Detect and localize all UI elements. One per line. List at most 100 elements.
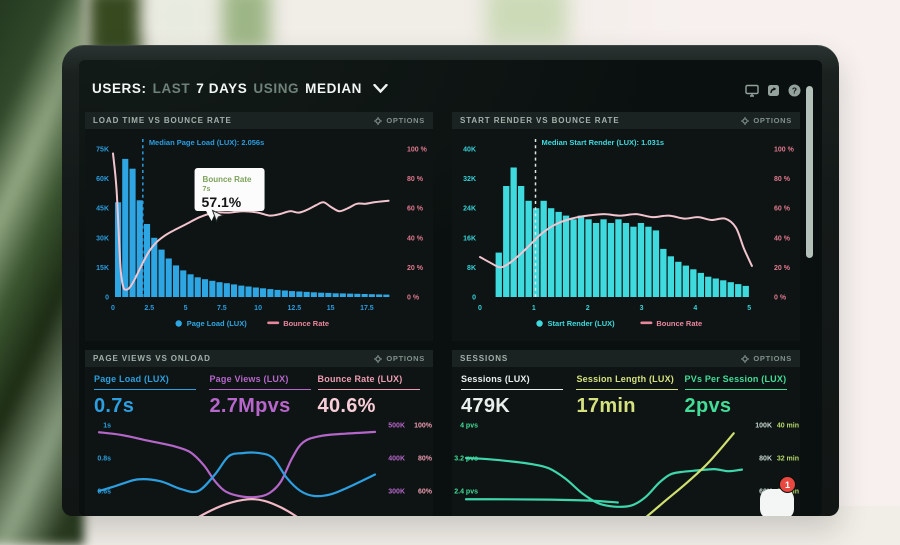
chat-launcher-button[interactable] xyxy=(760,489,794,516)
svg-text:400K: 400K xyxy=(388,456,405,463)
chat-notification-badge: 1 xyxy=(779,476,796,493)
metric-page-views: Page Views (LUX) 2.7Mpvs xyxy=(209,374,317,418)
svg-text:Bounce Rate: Bounce Rate xyxy=(203,175,252,184)
svg-text:12.5: 12.5 xyxy=(288,305,302,312)
svg-text:60K: 60K xyxy=(96,176,109,183)
gear-icon xyxy=(374,354,383,363)
svg-text:100K: 100K xyxy=(755,423,772,430)
panel-load-time-vs-bounce-rate: LOAD TIME VS BOUNCE RATE OPTIONS 75K 10 0 … xyxy=(85,112,433,341)
options-button[interactable]: OPTIONS xyxy=(741,116,792,125)
range-dim: LAST xyxy=(152,81,191,96)
svg-text:0: 0 xyxy=(478,305,482,312)
svg-text:60 %: 60 % xyxy=(407,206,424,213)
panel-title: SESSIONS xyxy=(460,354,509,363)
panel-header: START RENDER VS BOUNCE RATE OPTIONS xyxy=(452,112,800,129)
share-icon[interactable] xyxy=(767,84,780,97)
svg-text:2.4 pvs: 2.4 pvs xyxy=(454,489,478,496)
page-views-onload-chart[interactable]: 1s 500K 100% 0.8s 400K 80% 0.6s 300K 60% xyxy=(85,420,433,516)
svg-text:0: 0 xyxy=(111,305,115,312)
range-strong: 7 DAYS xyxy=(196,81,248,96)
svg-text:1s: 1s xyxy=(103,423,111,430)
svg-text:16K: 16K xyxy=(463,235,476,242)
svg-text:80K: 80K xyxy=(759,456,772,463)
plant-leaf xyxy=(486,0,568,44)
svg-text:32K: 32K xyxy=(463,176,476,183)
svg-text:30K: 30K xyxy=(96,235,109,242)
svg-text:32 min: 32 min xyxy=(777,456,799,463)
svg-text:2: 2 xyxy=(586,305,590,312)
scrollbar-thumb[interactable] xyxy=(806,86,813,258)
panel-start-render-vs-bounce-rate: START RENDER VS BOUNCE RATE OPTIONS 40K 1… xyxy=(452,112,800,341)
laptop-bezel: USERS: LAST 7 DAYS USING MEDIAN ? LO xyxy=(62,45,839,516)
help-icon[interactable]: ? xyxy=(788,84,801,97)
svg-text:80 %: 80 % xyxy=(774,176,791,183)
svg-text:80 %: 80 % xyxy=(407,176,424,183)
metric-sessions: Sessions (LUX) 479K xyxy=(461,374,576,418)
monitor-icon[interactable] xyxy=(745,84,759,97)
svg-text:40 min: 40 min xyxy=(777,423,799,430)
svg-text:45K: 45K xyxy=(96,206,109,213)
svg-text:Bounce Rate: Bounce Rate xyxy=(283,319,329,328)
svg-text:100 %: 100 % xyxy=(774,147,795,154)
panel-header: PAGE VIEWS VS ONLOAD OPTIONS xyxy=(85,350,433,367)
svg-text:57.1%: 57.1% xyxy=(202,194,242,210)
svg-text:5: 5 xyxy=(747,305,751,312)
svg-text:Page Load (LUX): Page Load (LUX) xyxy=(187,319,248,328)
options-button[interactable]: OPTIONS xyxy=(741,354,792,363)
options-button[interactable]: OPTIONS xyxy=(374,354,425,363)
start-render-chart[interactable]: 40K 100 % 32K 80 % 24K 60 % 16K 40 % 8K 20 % 0 0 % 0… xyxy=(452,129,800,341)
svg-text:Bounce Rate: Bounce Rate xyxy=(656,319,702,328)
svg-text:15K: 15K xyxy=(96,265,109,272)
svg-text:7s: 7s xyxy=(203,186,211,193)
metric-pvs-per-session: PVs Per Session (LUX) 2pvs xyxy=(684,374,787,417)
gear-icon xyxy=(741,116,750,125)
svg-text:500K: 500K xyxy=(388,423,405,430)
panel-title: PAGE VIEWS VS ONLOAD xyxy=(93,354,211,363)
plant-leaf xyxy=(150,0,210,42)
plant-leaf xyxy=(222,0,270,50)
svg-text:60 %: 60 % xyxy=(774,206,791,213)
dashboard-grid: LOAD TIME VS BOUNCE RATE OPTIONS 75K 100 … xyxy=(85,112,800,516)
svg-text:10: 10 xyxy=(254,305,262,312)
svg-text:8K: 8K xyxy=(467,265,476,272)
metric-page-load: Page Load (LUX) 0.7s xyxy=(94,374,209,418)
topbar-icons: ? xyxy=(745,84,801,97)
svg-text:60%: 60% xyxy=(418,489,433,496)
svg-text:80%: 80% xyxy=(418,456,433,463)
svg-text:15: 15 xyxy=(327,305,335,312)
svg-text:17.5: 17.5 xyxy=(360,305,374,312)
svg-text:24K: 24K xyxy=(463,206,476,213)
svg-text:40 %: 40 % xyxy=(774,235,791,242)
svg-text:?: ? xyxy=(792,85,797,95)
date-range-dropdown[interactable]: USERS: LAST 7 DAYS USING MEDIAN xyxy=(92,81,388,96)
svg-text:0.8s: 0.8s xyxy=(97,456,111,463)
svg-text:5: 5 xyxy=(184,305,188,312)
svg-text:40K: 40K xyxy=(463,147,476,154)
svg-text:40 %: 40 % xyxy=(407,235,424,242)
options-label: OPTIONS xyxy=(753,354,792,363)
metric-session-length: Session Length (LUX) 17min xyxy=(576,374,684,418)
svg-text:4: 4 xyxy=(693,305,697,312)
options-button[interactable]: OPTIONS xyxy=(374,116,425,125)
dashboard-screen: USERS: LAST 7 DAYS USING MEDIAN ? LO xyxy=(79,60,822,516)
scope-label: USERS: xyxy=(92,81,147,96)
panel-header: SESSIONS OPTIONS xyxy=(452,350,800,367)
panel-page-views-vs-onload: PAGE VIEWS VS ONLOAD OPTIONS Page Load (… xyxy=(85,350,433,516)
options-label: OPTIONS xyxy=(753,116,792,125)
panel-header: LOAD TIME VS BOUNCE RATE OPTIONS xyxy=(85,112,433,129)
options-label: OPTIONS xyxy=(386,116,425,125)
load-time-chart[interactable]: 75K 100 % 60K 80 % 45K 60 % 30K 40 % 15K 20 % 0 0 %… xyxy=(85,129,433,341)
svg-text:0 %: 0 % xyxy=(407,295,420,302)
svg-text:1: 1 xyxy=(532,305,536,312)
panel-title: START RENDER VS BOUNCE RATE xyxy=(460,116,620,125)
svg-text:7.5: 7.5 xyxy=(217,305,227,312)
metric-row: Page Load (LUX) 0.7s Page Views (LUX) 2.… xyxy=(85,367,433,418)
svg-text:20 %: 20 % xyxy=(407,265,424,272)
chevron-down-icon xyxy=(373,84,388,93)
svg-text:75K: 75K xyxy=(96,147,109,154)
gear-icon xyxy=(374,116,383,125)
metric-bounce-rate: Bounce Rate (LUX) 40.6% xyxy=(317,374,433,418)
svg-text:0 %: 0 % xyxy=(774,295,787,302)
